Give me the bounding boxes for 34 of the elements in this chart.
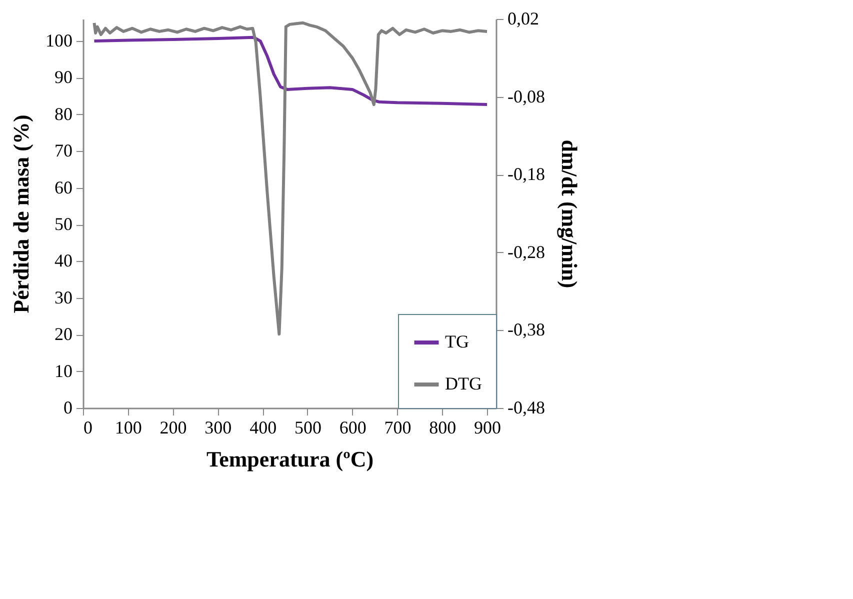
y2-tick-label: -0,48 [508,398,545,418]
y2-tick-label: 0,02 [508,8,539,28]
y2-tick-label: -0,18 [508,164,545,184]
y2-tick-label: -0,08 [508,86,545,106]
y-tick-label: 90 [54,67,72,88]
y2-tick-label: -0,28 [508,242,545,262]
x-tick-label: 300 [204,418,232,438]
legend-label: TG [445,332,469,352]
legend-label: DTG [445,374,482,394]
x-tick-label: 500 [294,418,322,438]
x-tick-label: 900 [474,418,502,438]
y-tick-label: 80 [54,104,72,124]
x-axis-title: Temperatura (ºC) [206,446,374,472]
line-series [92,36,489,106]
x-tick-label: 600 [339,418,366,438]
y-tick-label: 30 [54,287,72,308]
x-tick-label: 100 [114,418,142,438]
y-tick-label: 100 [46,30,72,51]
y-tick-label: 40 [54,250,72,271]
y-tick-label: 70 [54,140,72,161]
y-tick-label: 60 [54,177,72,198]
line-series [92,21,489,336]
y-tick-label: 0 [64,398,72,418]
y2-tick-label: -0,38 [508,320,545,340]
x-tick-label: 200 [160,418,187,438]
y-axis-title: Pérdida de masa (%) [8,114,34,314]
y-tick-label: 50 [54,214,72,234]
y-tick-label: 10 [54,360,72,381]
x-tick-label: 700 [384,418,412,438]
x-tick-label: 400 [250,418,277,438]
y-tick-label: 20 [54,324,72,344]
x-tick-label: 0 [84,418,92,438]
y2-axis-title: dm/dt (mg/min) [556,140,582,288]
x-tick-label: 800 [429,418,456,438]
